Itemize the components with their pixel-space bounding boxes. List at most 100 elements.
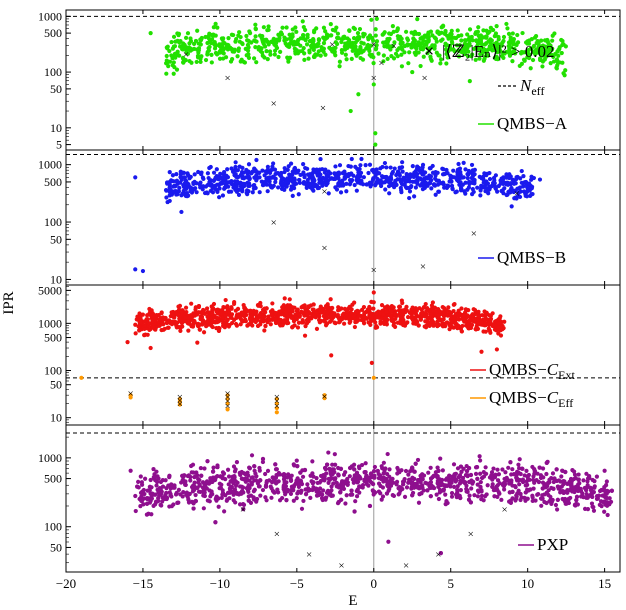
data-point [387, 467, 392, 472]
data-point [180, 47, 185, 52]
data-point [195, 28, 200, 33]
data-point [439, 477, 445, 483]
data-point [431, 182, 437, 187]
data-point [401, 317, 406, 323]
data-point [434, 50, 439, 55]
data-point [315, 313, 321, 318]
data-point [231, 498, 236, 503]
data-point [438, 61, 443, 66]
data-point [213, 187, 219, 192]
data-point [262, 328, 267, 333]
data-point [232, 469, 238, 474]
data-point [138, 319, 143, 325]
legend: QMBS−B [478, 248, 566, 267]
data-point [570, 468, 575, 473]
data-point [535, 48, 541, 53]
data-point [253, 45, 258, 50]
overlap-marker: × [514, 188, 520, 200]
data-point [495, 56, 500, 61]
data-point [164, 490, 169, 496]
data-point [365, 307, 371, 312]
data-point-eff [79, 375, 84, 380]
data-point [538, 475, 544, 480]
data-point [540, 466, 546, 471]
overlap-marker: × [321, 243, 327, 255]
data-point [501, 55, 506, 60]
data-point [316, 49, 321, 54]
data-point [420, 181, 425, 186]
data-point [459, 38, 464, 43]
data-point [363, 163, 368, 168]
data-point [407, 50, 412, 55]
data-point [455, 324, 460, 330]
data-point [352, 509, 357, 514]
data-point [281, 473, 286, 478]
data-point [463, 167, 468, 172]
data-point [375, 468, 380, 474]
data-point [546, 43, 551, 48]
data-point [505, 26, 510, 31]
data-point [556, 53, 561, 58]
y-tick-label: 50 [50, 378, 62, 392]
data-point [263, 471, 268, 477]
data-point [342, 35, 347, 41]
data-point [441, 306, 447, 311]
data-point [454, 177, 460, 183]
overlap-marker: × [224, 388, 230, 400]
data-point [294, 496, 299, 501]
data-point [181, 184, 187, 189]
data-point [378, 319, 383, 324]
data-point [390, 317, 395, 323]
data-point [406, 61, 411, 66]
data-point [273, 462, 278, 467]
data-point [135, 317, 141, 322]
data-point [478, 484, 483, 490]
data-point [500, 467, 505, 472]
data-point [475, 488, 481, 493]
data-point [215, 319, 220, 325]
data-point [172, 483, 177, 488]
data-point [433, 192, 438, 197]
data-point [384, 165, 389, 170]
data-point [524, 468, 529, 473]
data-point [172, 64, 177, 70]
data-point [585, 506, 591, 512]
data-point [326, 305, 331, 310]
data-point [519, 49, 524, 55]
data-point [465, 488, 470, 493]
data-point [376, 481, 382, 486]
data-point [268, 484, 273, 489]
data-point [357, 26, 363, 32]
data-point [385, 451, 390, 457]
data-point [405, 36, 410, 41]
data-point [299, 506, 305, 511]
overlap-marker: × [371, 264, 377, 276]
data-point [322, 465, 328, 471]
data-point [464, 49, 470, 54]
data-point [379, 497, 384, 502]
data-point [420, 47, 426, 52]
data-point [382, 160, 388, 166]
data-point [324, 175, 329, 180]
data-point [311, 37, 316, 43]
data-point [431, 308, 436, 313]
data-point [266, 41, 271, 46]
data-point [368, 311, 373, 316]
data-point [213, 183, 218, 188]
data-point [240, 189, 245, 194]
data-point [260, 487, 266, 493]
data-point [510, 59, 515, 64]
data-point [304, 42, 310, 47]
data-point [192, 179, 197, 185]
data-point [299, 488, 304, 493]
data-point [410, 164, 415, 169]
data-point [416, 50, 421, 55]
data-point [290, 34, 295, 39]
data-point [133, 175, 138, 180]
data-point [146, 511, 151, 516]
data-point [513, 188, 518, 193]
data-point [357, 166, 362, 172]
data-point [535, 492, 540, 497]
data-point [555, 63, 560, 68]
data-point [507, 53, 513, 58]
